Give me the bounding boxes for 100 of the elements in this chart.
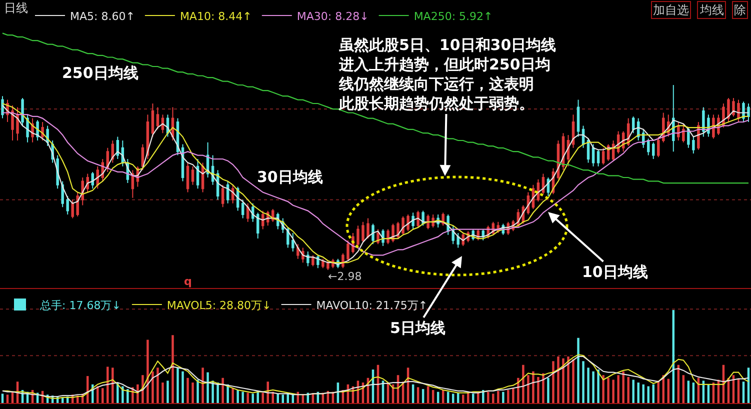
candlestick [221, 184, 224, 208]
bar [487, 392, 490, 403]
bar [102, 388, 104, 403]
candlestick [116, 136, 120, 160]
candlestick [196, 158, 200, 190]
bar [172, 335, 174, 403]
candlestick [66, 196, 69, 215]
bar [112, 368, 114, 403]
bar [637, 382, 640, 403]
candlestick [156, 106, 160, 130]
candlestick [596, 149, 600, 167]
bar [602, 375, 604, 403]
bar [126, 389, 129, 403]
bar [122, 386, 124, 403]
candlestick [246, 202, 250, 222]
bar [522, 364, 524, 403]
text: 除 [734, 3, 746, 17]
bar [416, 387, 420, 403]
candlestick [76, 192, 79, 217]
candlestick [151, 103, 154, 138]
bar [176, 368, 179, 403]
candlestick [402, 216, 404, 236]
bar [106, 366, 109, 403]
bar [687, 380, 690, 403]
legend-label: MA5: 8.60↑ [70, 10, 135, 23]
bar [587, 368, 590, 403]
annotation: 虽然此股5日、10日和30日均线进入上升趋势，但此时250日均线仍然继续向下运行，这表明此股长期趋势仍然处于弱势。 [338, 36, 556, 112]
bar [597, 370, 600, 403]
bar [507, 390, 510, 403]
candlestick [692, 136, 695, 154]
bar [482, 390, 484, 403]
candlestick [312, 254, 314, 267]
bar [202, 368, 204, 403]
candlestick [191, 166, 194, 186]
bar [542, 373, 544, 403]
legend-label: MA250: 5.92↑ [414, 10, 493, 23]
candlestick [386, 228, 390, 245]
text: q [184, 275, 192, 288]
candlestick [71, 199, 74, 219]
bar [477, 392, 480, 403]
bar [652, 384, 654, 403]
candlestick [241, 199, 244, 219]
bar [462, 394, 464, 403]
candlestick [342, 252, 344, 269]
legend-label: MA10: 8.44↑ [180, 10, 252, 23]
bar [622, 371, 624, 403]
bar [632, 380, 634, 403]
candlestick [41, 122, 44, 141]
bar [162, 382, 164, 403]
text: 250日均线 [62, 64, 138, 82]
bar [212, 380, 214, 403]
legend-label: MAVOL5: 28.80万↓ [166, 298, 272, 312]
bar [582, 361, 584, 403]
candlestick [572, 114, 575, 148]
bar [642, 384, 644, 403]
bar [617, 375, 620, 403]
candlestick [426, 214, 430, 230]
bar [146, 340, 149, 403]
candlestick [456, 232, 460, 248]
bar [577, 338, 580, 403]
chart-title: 日线 [4, 1, 28, 15]
bar [572, 359, 574, 403]
bar [607, 378, 610, 403]
candlestick [747, 103, 750, 122]
candlestick [682, 123, 685, 143]
candlestick [296, 244, 300, 260]
bar [186, 378, 189, 403]
bar [246, 392, 249, 403]
bar [156, 368, 159, 403]
candlestick [306, 251, 310, 267]
bar [552, 361, 554, 403]
candlestick [11, 104, 14, 141]
bar [492, 394, 494, 403]
bar [472, 394, 474, 403]
bar [647, 386, 650, 403]
candlestick [346, 240, 350, 262]
bar [262, 392, 264, 403]
candlestick [672, 84, 675, 152]
bar [182, 371, 184, 403]
bar [242, 392, 244, 403]
candlestick [376, 228, 380, 245]
candlestick [131, 170, 134, 198]
bar [96, 386, 99, 403]
annotation: ←2.98 [328, 270, 362, 283]
candlestick [186, 162, 190, 193]
candlestick [732, 97, 735, 117]
candlestick [602, 147, 605, 166]
bar [612, 380, 614, 403]
candlestick [416, 210, 420, 228]
candlestick [356, 225, 360, 246]
candlestick [576, 99, 580, 138]
candlestick [646, 138, 650, 156]
bar [266, 382, 269, 403]
bar [512, 388, 514, 403]
candlestick [366, 218, 370, 240]
bar [236, 390, 239, 403]
bar [497, 390, 500, 403]
candlestick [61, 180, 64, 208]
candlestick [396, 221, 400, 240]
bar [1, 394, 4, 403]
